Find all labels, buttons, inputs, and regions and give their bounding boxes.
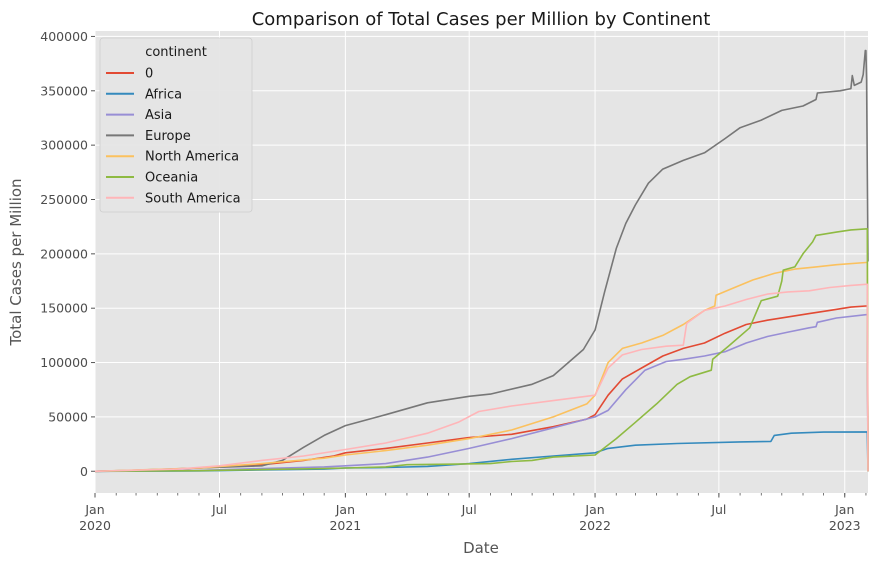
- y-axis-ticks: 0 50000 100000 150000 200000 250000 300000 3500…: [40, 29, 95, 479]
- series-line-europe: [94, 49, 869, 473]
- x-tick-label: Jul: [461, 502, 477, 517]
- y-tick-label: 0: [80, 464, 88, 479]
- x-tick-label: Jan: [335, 502, 355, 517]
- series-line-north-america: [94, 261, 869, 473]
- legend-entry-label: 0: [145, 67, 153, 82]
- legend: continent 0 Africa Asia Europe North America…: [99, 37, 253, 213]
- legend-title: continent: [145, 45, 207, 60]
- legend-entry-label: Oceania: [145, 171, 198, 186]
- legend-entry-label: South America: [145, 191, 241, 206]
- legend-entries: 0 Africa Asia Europe North America Oceania Sou…: [106, 67, 241, 206]
- x-tick-label: Jul: [211, 502, 227, 517]
- x-tick-label: Jul: [710, 502, 726, 517]
- legend-entry-label: North America: [145, 150, 239, 165]
- legend-entry-label: Europe: [145, 129, 191, 144]
- x-axis-label: Date: [463, 539, 499, 557]
- y-axis-label: Total Cases per Million: [7, 178, 25, 346]
- y-tick-label: 150000: [40, 301, 88, 316]
- y-tick-label: 50000: [48, 409, 88, 424]
- y-tick-label: 200000: [40, 246, 88, 261]
- legend-box: [99, 37, 253, 213]
- x-tick-year: 2020: [79, 518, 111, 533]
- y-tick-label: 400000: [40, 29, 88, 44]
- chart-title: Comparison of Total Cases per Million by…: [252, 9, 711, 30]
- x-tick-year: 2021: [329, 518, 361, 533]
- x-tick-label: Jan: [834, 502, 854, 517]
- x-tick-year: 2023: [829, 518, 861, 533]
- x-tick-label: Jan: [584, 502, 604, 517]
- y-tick-label: 350000: [40, 83, 88, 98]
- x-tick-year: 2022: [579, 518, 611, 533]
- legend-entry-label: Asia: [145, 108, 172, 123]
- y-tick-label: 250000: [40, 192, 88, 207]
- series-line-south-america: [94, 283, 869, 473]
- x-tick-label: Jan: [84, 502, 104, 517]
- series-line-asia: [94, 313, 869, 473]
- y-tick-label: 300000: [40, 138, 88, 153]
- y-tick-label: 100000: [40, 355, 88, 370]
- series-layer: [94, 49, 869, 473]
- legend-entry-label: Africa: [145, 87, 182, 102]
- series-line-oceania: [94, 228, 869, 473]
